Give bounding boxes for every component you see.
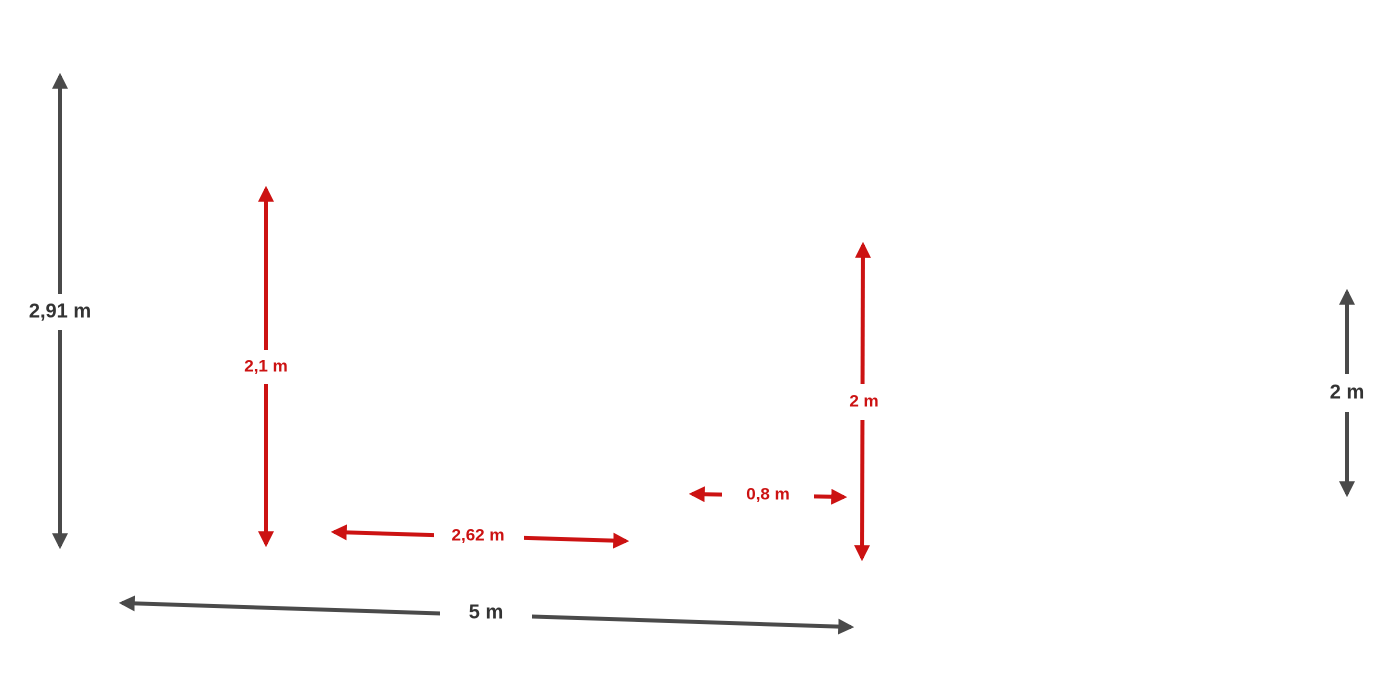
label-background [18,294,102,330]
dimension-label: 2,91 m [29,300,91,322]
label-background [440,594,532,632]
dimension-label: 0,8 m [746,484,789,503]
label-background [838,384,890,420]
label-background [232,350,300,384]
dimension-label: 2,1 m [244,356,287,375]
dimension-label: 5 m [469,601,503,623]
dimension-label: 2 m [849,391,878,410]
dimension-label: 2 m [1330,381,1364,403]
dimension-label: 2,62 m [452,525,505,544]
label-background [1315,374,1379,412]
label-background [434,520,524,552]
label-background [722,478,814,510]
